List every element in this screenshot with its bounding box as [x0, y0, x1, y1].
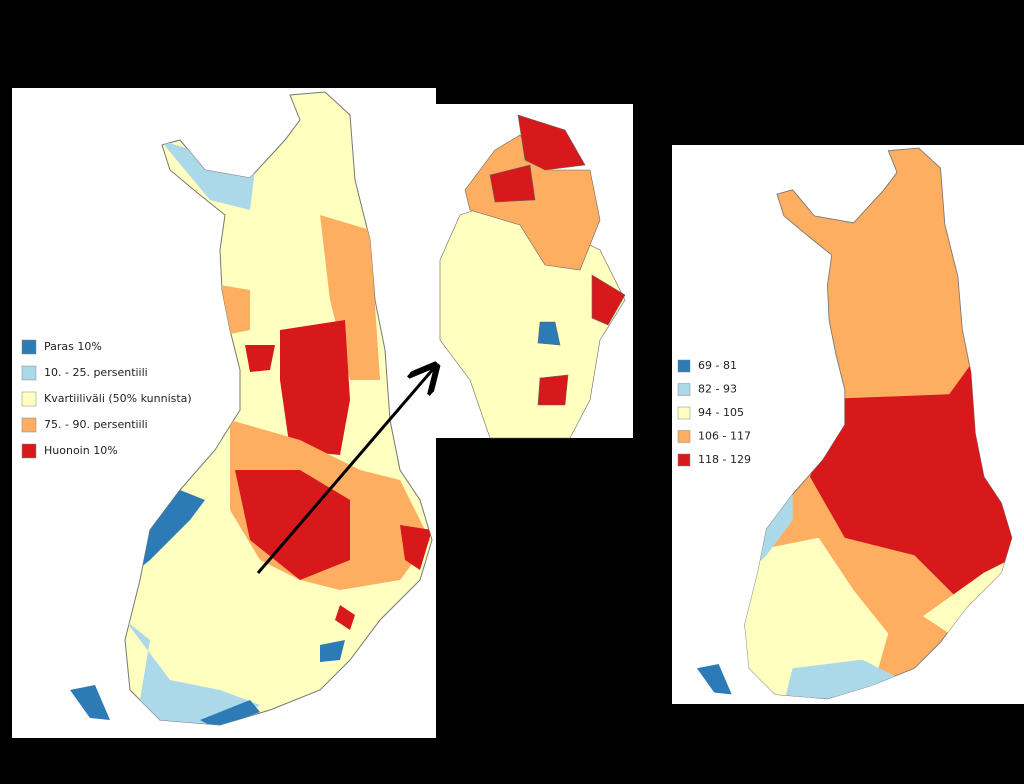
- left-legend: Paras 10% 10. - 25. persentiili Kvartiiliv…: [21, 339, 192, 459]
- legend-label: 75. - 90. persentiili: [44, 418, 148, 431]
- legend-label: 118 - 129: [698, 453, 751, 466]
- legend-swatch: [21, 417, 37, 433]
- legend-swatch: [677, 430, 691, 443]
- legend-swatch: [21, 391, 37, 407]
- legend-swatch: [677, 406, 691, 420]
- legend-label: Kvartiiliväli (50% kunnista): [44, 392, 192, 405]
- legend-label: 94 - 105: [698, 406, 744, 419]
- right-legend: 69 - 81 82 - 93 94 - 105 106 - 117 118 - 129: [677, 359, 751, 467]
- legend-label: Huonoin 10%: [44, 444, 118, 457]
- legend-swatch: [21, 339, 37, 355]
- legend-label: 10. - 25. persentiili: [44, 366, 148, 379]
- legend-swatch: [677, 453, 691, 467]
- legend-swatch: [21, 365, 37, 381]
- legend-swatch: [677, 359, 691, 373]
- legend-label: 106 - 117: [698, 430, 751, 443]
- legend-swatch: [21, 443, 37, 459]
- legend-label: 82 - 93: [698, 383, 737, 396]
- zoom-map: [439, 114, 626, 439]
- zoom-arrow: [256, 368, 434, 574]
- legend-label: Paras 10%: [44, 340, 102, 353]
- legend-label: 69 - 81: [698, 359, 737, 372]
- legend-swatch: [677, 383, 691, 396]
